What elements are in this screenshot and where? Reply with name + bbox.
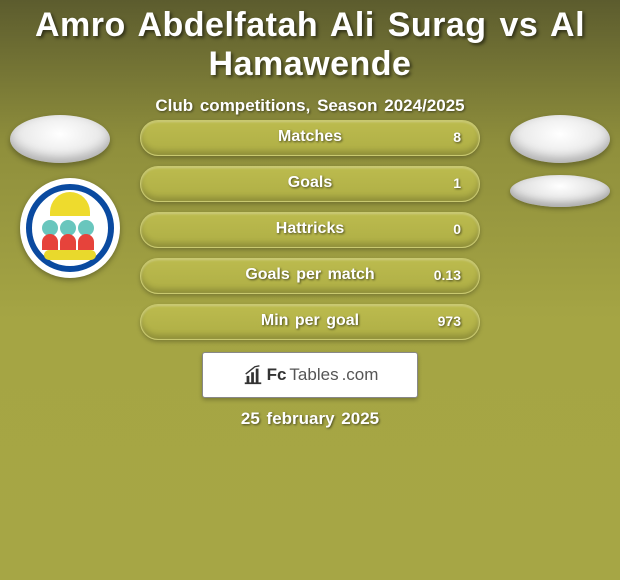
stat-label: Matches — [278, 128, 342, 146]
brand-fc: Fc — [267, 365, 287, 385]
stat-label: Min per goal — [261, 312, 359, 330]
brand-suffix: .com — [342, 365, 379, 385]
stat-value: 1 — [453, 175, 461, 191]
stat-bar-goals-per-match: Goals per match 0.13 — [140, 258, 480, 294]
crest-bodies-icon — [42, 234, 94, 250]
page-title: Amro Abdelfatah Ali Surag vs Al Hamawend… — [0, 0, 620, 84]
footer-date: 25 february 2025 — [241, 409, 379, 429]
stat-bar-min-per-goal: Min per goal 973 — [140, 304, 480, 340]
stat-value: 8 — [453, 129, 461, 145]
player-left-placeholder — [10, 115, 110, 163]
bar-chart-icon — [242, 364, 264, 386]
club-left-crest — [20, 178, 120, 278]
stat-value: 0.13 — [434, 267, 461, 283]
stat-value: 0 — [453, 221, 461, 237]
stat-label: Hattricks — [276, 220, 344, 238]
club-right-placeholder — [510, 175, 610, 207]
crest-circle — [20, 178, 120, 278]
stat-value: 973 — [438, 313, 461, 329]
infographic-container: Amro Abdelfatah Ali Surag vs Al Hamawend… — [0, 0, 620, 580]
branding-card: FcTables.com — [202, 352, 418, 398]
stat-bar-goals: Goals 1 — [140, 166, 480, 202]
stat-label: Goals per match — [245, 266, 374, 284]
player-right-placeholder — [510, 115, 610, 163]
page-subtitle: Club competitions, Season 2024/2025 — [0, 96, 620, 116]
stat-bar-matches: Matches 8 — [140, 120, 480, 156]
stat-label: Goals — [288, 174, 332, 192]
crest-banner-icon — [44, 250, 96, 260]
brand-tables: Tables — [289, 365, 338, 385]
stats-bars: Matches 8 Goals 1 Hattricks 0 Goals per … — [140, 120, 480, 350]
stat-bar-hattricks: Hattricks 0 — [140, 212, 480, 248]
